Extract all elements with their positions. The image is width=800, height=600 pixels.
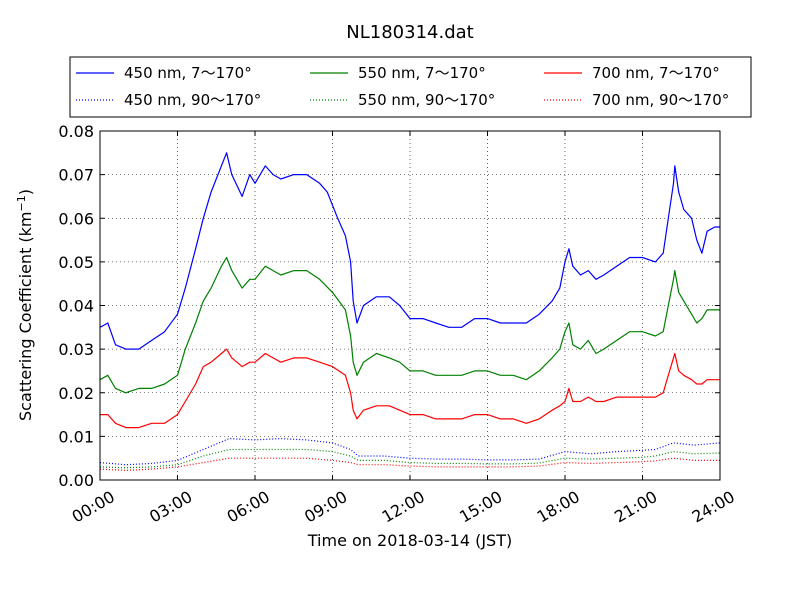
y-tick-label: 0.02 [58,384,94,403]
x-tick-label: 24:00 [689,487,738,527]
x-tick-label: 18:00 [534,487,583,527]
y-tick-label: 0.07 [58,166,94,185]
grid [99,130,721,481]
x-tick-label: 03:00 [146,487,195,527]
y-axis-label-main: Scattering Coefficient (km [16,211,35,421]
y-tick-label: 0.06 [58,209,94,228]
x-tick-label: 09:00 [301,487,350,527]
y-tick-label: 0.04 [58,297,94,316]
legend-label: 450 nm, 7～170° [124,64,252,82]
y-tick-label: 0.03 [58,340,94,359]
legend-label: 700 nm, 90～170° [592,91,729,109]
y-tick-label: 0.05 [58,253,94,272]
y-tick-label: 0.01 [58,427,94,446]
legend-label: 550 nm, 90～170° [358,91,495,109]
x-tick-label: 00:00 [69,487,118,527]
y-axis-label-close: ) [16,189,35,195]
x-tick-label: 06:00 [224,487,273,527]
series-line-0 [99,152,720,350]
series-line-1 [99,438,721,466]
series-line-2 [99,256,720,394]
y-axis-label-exponent: −1 [15,195,28,211]
legend-box [69,56,752,118]
series-line-4 [100,348,720,429]
x-tick-label: 12:00 [379,487,428,527]
legend-label: 550 nm, 7～170° [358,64,486,82]
chart-title: NL180314.dat [346,22,473,43]
y-axis: 0.00 0.01 0.02 0.03 0.04 0.05 0.06 0.07 0.08 [58,122,720,490]
x-tick-label: 21:00 [611,487,660,527]
legend-label: 450 nm, 90～170° [124,91,261,109]
y-tick-label: 0.08 [58,122,94,141]
legend: 450 nm, 7～170° 550 nm, 7～170° 700 nm, 7～17… [69,56,752,118]
legend-label: 700 nm, 7～170° [592,64,720,82]
y-tick-label: 0.00 [58,471,94,490]
x-tick-label: 15:00 [456,487,505,527]
y-axis-label: Scattering Coefficient (km−1) [15,189,35,421]
x-axis-label: Time on 2018-03-14 (JST) [307,531,512,550]
series-lines [99,152,721,471]
